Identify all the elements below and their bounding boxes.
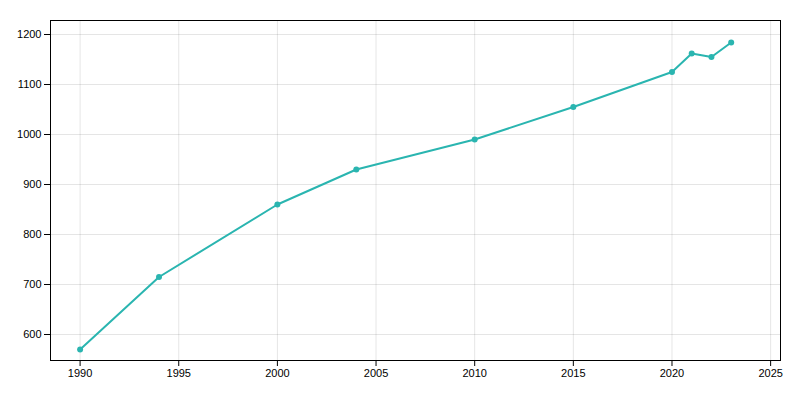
svg-text:1100: 1100 — [18, 78, 42, 90]
svg-text:2025: 2025 — [758, 367, 782, 379]
svg-text:1000: 1000 — [17, 128, 41, 140]
svg-text:2015: 2015 — [561, 367, 585, 379]
svg-text:700: 700 — [23, 278, 41, 290]
svg-text:600: 600 — [23, 328, 41, 340]
svg-text:2010: 2010 — [462, 367, 486, 379]
svg-text:1995: 1995 — [167, 367, 191, 379]
svg-text:1990: 1990 — [68, 367, 92, 379]
svg-text:1200: 1200 — [17, 28, 41, 40]
svg-text:2000: 2000 — [265, 367, 289, 379]
svg-text:2020: 2020 — [660, 367, 684, 379]
svg-text:2005: 2005 — [364, 367, 388, 379]
svg-text:900: 900 — [23, 178, 41, 190]
svg-text:800: 800 — [23, 228, 41, 240]
